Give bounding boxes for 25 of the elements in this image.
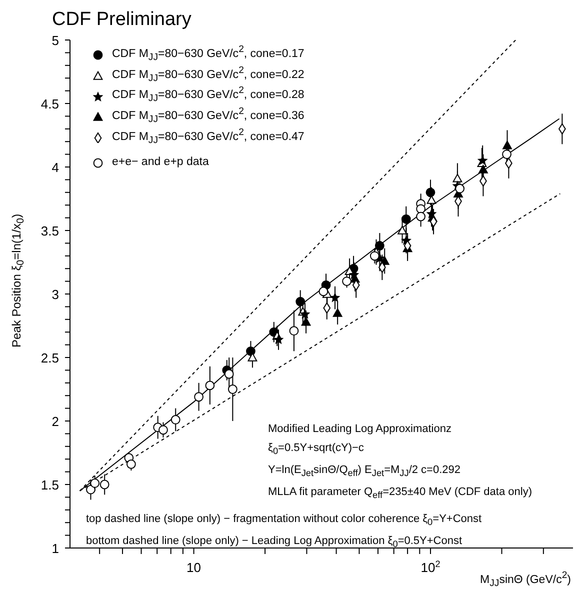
annotation: ξ$_{0}$=0.5Y+sqrt(cY)−c [267, 441, 365, 458]
legend-label: e+e− and e+p data [112, 156, 209, 169]
y-tick-label: 3.5 [40, 224, 59, 238]
annotation: Modified Leading Log Approximationz [267, 422, 452, 437]
y-tick-label: 1.5 [40, 478, 59, 492]
legend-label: CDF M$_{JJ}$=80−630 GeV/c$^{2}$, cone=0.22 [112, 64, 304, 86]
text: Y=ln(E$_{Jet}$sinΘ/Q$_{eff}$) E$_{Jet}$=M$_{JJ}$/2 c=0.292 [268, 464, 461, 478]
annotation: bottom dashed line (slope only) − Leading Log Approximation ξ$_{0}$=0.5Y+Const [86, 534, 464, 551]
legend-label: CDF M$_{JJ}$=80−630 GeV/c$^{2}$, cone=0.28 [112, 85, 304, 106]
y-tick-label: 3 [52, 287, 59, 302]
x-tick-label: 10 [186, 560, 202, 575]
x-axis-title: M$_{JJ}$sinΘ (GeV/c$^{2}$) [480, 570, 571, 590]
chart-title: CDF Preliminary [51, 8, 192, 32]
legend-label: CDF M$_{JJ}$=80−630 GeV/c$^{2}$, cone=0.47 [112, 126, 304, 148]
y-tick-label: 1 [52, 541, 59, 556]
x-tick-label: 10$^{2}$ [420, 559, 440, 575]
y-tick-label: 4 [52, 160, 59, 175]
legend-label: CDF M$_{JJ}$=80−630 GeV/c$^{2}$, cone=0.36 [112, 106, 304, 126]
annotation: top dashed line (slope only) − fragmentation without color coherence ξ$_{0}$=Y+Const [86, 512, 483, 529]
y-tick-label: 5 [52, 33, 59, 48]
annotation: MLLA fit parameter Q$_{eff}$=235±40 MeV (CDF data only) [267, 485, 532, 503]
y-tick-label: 4.5 [40, 96, 59, 112]
y-tick-label: 2 [52, 414, 59, 429]
y-tick-label: 2.5 [40, 350, 59, 366]
legend-label: CDF M$_{JJ}$=80−630 GeV/c$^{2}$, cone=0.17 [112, 44, 304, 65]
